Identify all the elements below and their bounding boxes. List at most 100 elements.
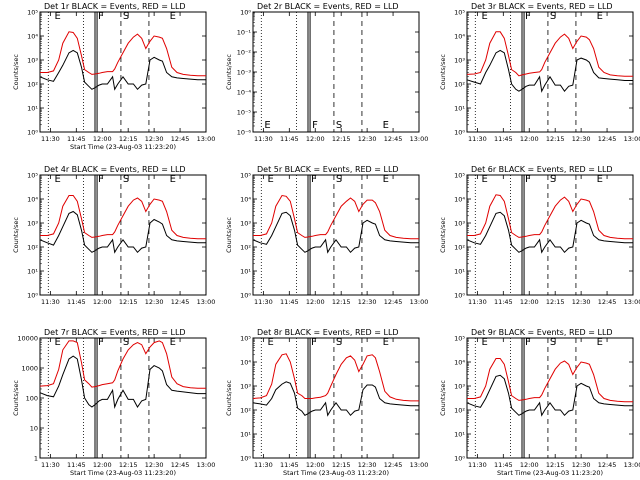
y-tick-label: 10⁻⁵ bbox=[237, 109, 252, 117]
marker-label-f: F bbox=[311, 337, 317, 348]
marker-label-f: F bbox=[525, 174, 531, 185]
x-tick-label: 12:30 bbox=[572, 135, 591, 143]
marker-label-e: E bbox=[383, 174, 389, 185]
y-tick-label: 10³ bbox=[454, 383, 465, 391]
x-tick-label: 12:15 bbox=[332, 461, 351, 469]
x-tick-label: 12:45 bbox=[384, 461, 403, 469]
y-tick-label: 10⁰ bbox=[240, 9, 251, 17]
y-tick-label: 10⁵ bbox=[454, 172, 465, 180]
x-axis-label: Start Time (23-Aug-03 11:23:20) bbox=[283, 469, 389, 477]
marker-label-e: E bbox=[54, 337, 60, 348]
y-tick-label: 10⁻¹ bbox=[237, 29, 252, 37]
x-tick-label: 12:15 bbox=[119, 135, 138, 143]
marker-label-s: S bbox=[336, 174, 342, 185]
series-lld-line bbox=[466, 31, 633, 77]
x-tick-label: 12:30 bbox=[572, 461, 591, 469]
series-lld-line bbox=[40, 195, 206, 240]
y-tick-label: 100 bbox=[26, 395, 38, 403]
marker-label-e: E bbox=[267, 337, 273, 348]
x-tick-label: 11:30 bbox=[254, 298, 273, 306]
y-tick-label: 10⁴ bbox=[240, 359, 251, 367]
series-lld-line bbox=[467, 194, 633, 240]
panel-title: Det 4r BLACK = Events, RED = LLD bbox=[44, 165, 186, 174]
y-tick-label: 10⁰ bbox=[27, 292, 38, 300]
y-tick-label: 10⁻² bbox=[237, 49, 252, 57]
panel-title: Det 6r BLACK = Events, RED = LLD bbox=[471, 165, 613, 174]
detector-panel-1: Det 1r BLACK = Events, RED = LLD 10⁰ 10¹ 10… bbox=[12, 2, 215, 151]
y-tick-label: 10⁴ bbox=[454, 359, 465, 367]
x-tick-label: 11:45 bbox=[67, 135, 86, 143]
marker-label-e: E bbox=[383, 337, 389, 348]
plot-frame bbox=[466, 174, 634, 296]
y-tick-label: 10⁴ bbox=[240, 196, 251, 204]
plot-frame bbox=[252, 174, 420, 296]
y-tick-label: 10² bbox=[240, 407, 251, 415]
series-events-line bbox=[252, 211, 419, 254]
x-tick-label: 12:30 bbox=[145, 135, 164, 143]
marker-label-e: E bbox=[170, 174, 176, 185]
marker-label-e: E bbox=[170, 11, 176, 22]
x-tick-label: 12:30 bbox=[358, 298, 377, 306]
series-events-line bbox=[466, 374, 633, 417]
detector-panel-2: Det 2r BLACK = Events, RED = LLD 10⁻⁶ 10⁻⁵… bbox=[225, 2, 428, 143]
y-tick-label: 10³ bbox=[454, 57, 465, 65]
x-tick-label: 11:30 bbox=[468, 461, 487, 469]
series-lld-line bbox=[467, 358, 633, 403]
y-tick-label: 10000 bbox=[17, 335, 38, 343]
y-tick-label: 10⁻⁴ bbox=[237, 89, 252, 97]
marker-label-f: F bbox=[525, 11, 531, 22]
plot-frame bbox=[39, 337, 207, 459]
x-axis-label: Start Time (23-Aug-03 11:23:20) bbox=[497, 469, 603, 477]
x-tick-label: 11:45 bbox=[494, 135, 513, 143]
series-events-line bbox=[466, 211, 633, 254]
y-tick-label: 10⁻⁶ bbox=[237, 129, 252, 137]
y-tick-label: 1 bbox=[34, 455, 38, 463]
y-tick-label: 10⁵ bbox=[27, 172, 38, 180]
x-tick-label: 11:30 bbox=[41, 298, 60, 306]
y-axis-label: Counts/sec bbox=[225, 54, 233, 90]
panel-title: Det 7r BLACK = Events, RED = LLD bbox=[44, 328, 186, 337]
x-tick-label: 12:00 bbox=[520, 135, 539, 143]
plot-frame bbox=[39, 11, 207, 133]
marker-label-f: F bbox=[98, 337, 104, 348]
x-tick-label: 11:45 bbox=[67, 461, 86, 469]
y-tick-label: 10⁵ bbox=[454, 9, 465, 17]
x-tick-label: 12:00 bbox=[93, 135, 112, 143]
y-tick-label: 10² bbox=[27, 244, 38, 252]
marker-label-e: E bbox=[481, 337, 487, 348]
x-tick-label: 12:00 bbox=[306, 298, 325, 306]
y-tick-label: 10³ bbox=[454, 220, 465, 228]
x-tick-label: 12:00 bbox=[93, 298, 112, 306]
marker-label-e: E bbox=[481, 11, 487, 22]
marker-label-f: F bbox=[98, 11, 104, 22]
x-tick-label: 12:15 bbox=[119, 298, 138, 306]
y-tick-label: 10² bbox=[27, 81, 38, 89]
x-tick-label: 12:15 bbox=[332, 298, 351, 306]
x-tick-label: 12:15 bbox=[546, 298, 565, 306]
y-tick-label: 10⁴ bbox=[454, 196, 465, 204]
x-tick-label: 13:00 bbox=[197, 461, 216, 469]
x-tick-label: 11:45 bbox=[494, 298, 513, 306]
x-tick-label: 12:00 bbox=[306, 135, 325, 143]
x-tick-label: 11:45 bbox=[494, 461, 513, 469]
marker-label-f: F bbox=[312, 120, 318, 131]
marker-label-e: E bbox=[54, 174, 60, 185]
series-lld-line bbox=[39, 340, 206, 389]
x-tick-label: 13:00 bbox=[197, 298, 216, 306]
x-tick-label: 12:00 bbox=[520, 298, 539, 306]
x-tick-label: 13:00 bbox=[624, 298, 640, 306]
panel-title: Det 5r BLACK = Events, RED = LLD bbox=[257, 165, 399, 174]
y-tick-label: 10⁵ bbox=[454, 335, 465, 343]
y-tick-label: 10² bbox=[454, 244, 465, 252]
y-axis-label: Counts/sec bbox=[439, 217, 447, 253]
detector-panel-9: Det 9r BLACK = Events, RED = LLD 10⁰ 10¹ 10… bbox=[439, 328, 640, 477]
plot-frame bbox=[466, 11, 634, 133]
y-tick-label: 10¹ bbox=[240, 431, 251, 439]
y-tick-label: 1000 bbox=[21, 365, 38, 373]
y-tick-label: 10⁰ bbox=[240, 292, 251, 300]
series-lld-line bbox=[252, 353, 419, 402]
series-lld-line bbox=[40, 31, 206, 77]
x-axis-label: Start Time (23-Aug-03 11:23:20) bbox=[70, 143, 176, 151]
series-events-line bbox=[39, 49, 206, 91]
